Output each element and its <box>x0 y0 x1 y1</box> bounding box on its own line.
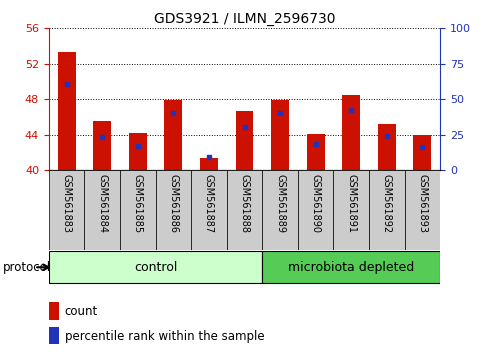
Text: GSM561888: GSM561888 <box>239 174 249 233</box>
Text: control: control <box>134 261 177 274</box>
Bar <box>58 52 76 170</box>
Text: GSM561887: GSM561887 <box>203 174 213 233</box>
Text: GSM561886: GSM561886 <box>168 174 178 233</box>
Text: GSM561891: GSM561891 <box>346 174 355 233</box>
Bar <box>49 170 84 250</box>
Bar <box>235 110 253 170</box>
Text: protocol: protocol <box>2 261 50 274</box>
Bar <box>342 95 359 170</box>
Bar <box>271 100 288 170</box>
Bar <box>412 135 430 170</box>
Text: count: count <box>64 305 98 318</box>
Text: GSM561885: GSM561885 <box>133 174 142 233</box>
Bar <box>49 251 262 283</box>
Bar <box>333 170 368 250</box>
Text: GSM561883: GSM561883 <box>61 174 72 233</box>
Bar <box>93 121 111 170</box>
Bar <box>200 159 217 170</box>
Bar <box>377 124 395 170</box>
Text: GSM561892: GSM561892 <box>381 174 391 233</box>
Bar <box>226 170 262 250</box>
Text: GSM561890: GSM561890 <box>310 174 320 233</box>
Bar <box>262 170 297 250</box>
Bar <box>306 133 324 170</box>
Text: GSM561889: GSM561889 <box>275 174 285 233</box>
Bar <box>404 170 439 250</box>
Text: percentile rank within the sample: percentile rank within the sample <box>64 330 264 343</box>
Text: GSM561893: GSM561893 <box>416 174 427 233</box>
Bar <box>368 170 404 250</box>
Bar <box>155 170 191 250</box>
Bar <box>49 327 59 344</box>
Bar <box>191 170 226 250</box>
Text: microbiota depleted: microbiota depleted <box>287 261 413 274</box>
Bar <box>262 251 439 283</box>
Text: GSM561884: GSM561884 <box>97 174 107 233</box>
Bar <box>164 100 182 170</box>
Bar <box>84 170 120 250</box>
Bar <box>129 133 146 170</box>
Bar <box>49 302 59 320</box>
Title: GDS3921 / ILMN_2596730: GDS3921 / ILMN_2596730 <box>153 12 335 26</box>
Bar <box>120 170 155 250</box>
Bar <box>297 170 333 250</box>
